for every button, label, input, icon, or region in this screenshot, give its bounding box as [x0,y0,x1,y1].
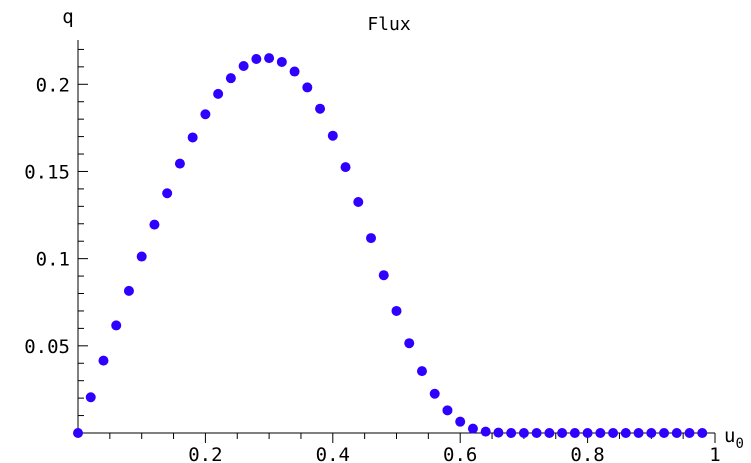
x-tick-label: 1 [709,444,720,463]
x-axis-label: u0 [724,425,744,452]
ticks [78,48,716,443]
x-axis-label-main: u [724,425,735,447]
data-point [557,428,568,438]
data-point [366,233,377,244]
data-point [123,285,134,296]
data-point [340,162,351,173]
data-point [378,270,389,281]
data-point [416,366,427,377]
data-point [225,73,236,84]
data-point [608,428,619,438]
y-tick-label: 0.2 [36,74,70,96]
data-point [149,219,160,230]
data-point [85,392,96,403]
data-point [238,60,249,71]
x-axis-label-subscript: 0 [735,436,743,452]
data-point [136,251,147,262]
data-point [493,427,504,438]
data-point [98,355,109,366]
data-point [697,428,708,438]
data-point [429,388,440,399]
data-point [111,320,122,331]
data-point [264,53,275,64]
chart-title: Flux [367,14,411,35]
data-point [659,428,670,438]
data-point [595,428,606,438]
data-point [187,132,198,143]
data-point [442,405,453,416]
data-points [73,53,708,438]
data-point [480,426,491,437]
data-point [200,109,211,120]
data-point [73,428,83,438]
data-point [391,305,402,316]
data-point [569,428,580,438]
x-tick-label: 0.6 [443,444,477,463]
y-tick-label: 0.15 [24,161,70,183]
data-point [506,428,517,438]
data-point [467,423,478,434]
data-point [620,428,631,438]
data-point [251,54,262,65]
x-tick-label: 0.8 [570,444,604,463]
data-point [315,103,326,114]
data-point [302,82,313,93]
data-point [327,130,338,141]
x-tick-label: 0.4 [316,444,350,463]
axes [77,40,715,434]
data-point [276,56,287,67]
y-axis-label: q [62,6,73,28]
data-point [531,428,542,438]
y-tick-label: 0.1 [36,249,70,271]
data-point [582,428,593,438]
data-point [544,428,555,438]
data-point [174,158,185,169]
tick-labels: 0.2 0.4 0.6 0.8 1 0.05 0.1 0.15 0.2 [24,74,720,463]
data-point [404,338,415,349]
x-tick-label: 0.2 [188,444,222,463]
data-point [671,428,682,438]
data-point [353,196,364,207]
data-point [518,428,529,438]
data-point [162,188,173,199]
data-point [455,416,466,427]
data-point [646,428,657,438]
y-tick-label: 0.05 [24,336,70,358]
data-point [684,428,695,438]
data-point [213,88,224,99]
data-point [289,66,300,77]
data-point [633,428,644,438]
